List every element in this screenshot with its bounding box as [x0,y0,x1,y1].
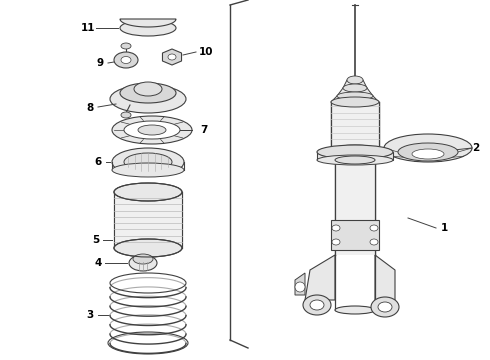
Ellipse shape [310,300,324,310]
Ellipse shape [112,116,192,144]
Ellipse shape [121,43,131,49]
Polygon shape [331,102,379,150]
Ellipse shape [110,85,186,113]
Ellipse shape [378,302,392,312]
Ellipse shape [343,84,367,92]
Ellipse shape [335,306,375,314]
Polygon shape [295,273,305,295]
Ellipse shape [303,295,331,315]
Text: 5: 5 [93,235,99,245]
Polygon shape [163,49,181,65]
Text: 9: 9 [97,58,103,68]
Ellipse shape [384,134,472,162]
Text: 4: 4 [94,258,102,268]
Ellipse shape [347,76,363,84]
Text: 1: 1 [441,223,448,233]
Polygon shape [343,80,367,88]
Text: 8: 8 [86,103,94,113]
Text: 10: 10 [199,47,213,57]
Polygon shape [335,160,375,255]
Ellipse shape [331,145,379,155]
Ellipse shape [398,143,458,161]
Ellipse shape [370,239,378,245]
Polygon shape [375,255,395,300]
Ellipse shape [112,148,184,176]
Ellipse shape [332,239,340,245]
Ellipse shape [412,149,444,159]
Ellipse shape [114,52,138,68]
Ellipse shape [335,156,375,164]
Polygon shape [331,220,379,250]
Ellipse shape [129,255,157,271]
Ellipse shape [121,57,131,63]
Polygon shape [114,192,182,248]
Ellipse shape [114,239,182,257]
Text: 3: 3 [86,310,94,320]
Polygon shape [317,152,393,160]
Ellipse shape [317,145,393,159]
Ellipse shape [120,20,176,36]
Polygon shape [331,96,379,102]
Ellipse shape [121,112,131,118]
Text: 6: 6 [95,157,101,167]
Text: 2: 2 [472,143,480,153]
Ellipse shape [124,121,180,139]
Polygon shape [337,88,373,96]
Ellipse shape [332,225,340,231]
Text: 11: 11 [81,23,95,33]
Polygon shape [120,19,176,27]
Ellipse shape [112,163,184,177]
Ellipse shape [138,125,166,135]
Ellipse shape [371,297,399,317]
Ellipse shape [317,155,393,165]
Ellipse shape [133,254,153,264]
Ellipse shape [370,225,378,231]
Ellipse shape [120,83,176,103]
Polygon shape [305,255,335,300]
Ellipse shape [168,54,176,60]
Ellipse shape [114,183,182,201]
Ellipse shape [331,97,379,107]
Ellipse shape [337,92,373,100]
Ellipse shape [124,153,172,171]
Ellipse shape [134,82,162,96]
Text: 7: 7 [200,125,208,135]
Ellipse shape [295,282,305,292]
